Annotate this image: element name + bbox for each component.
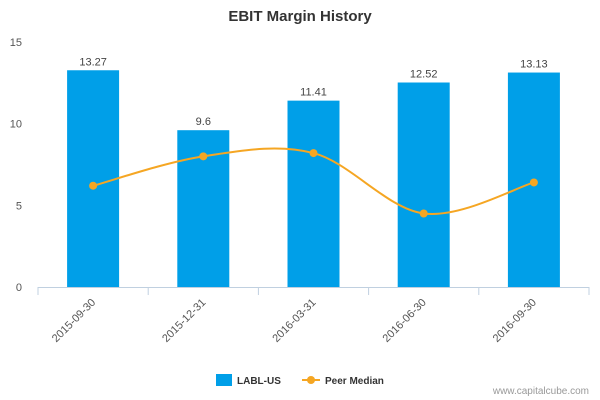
bar-2015-09-30[interactable]: [67, 70, 120, 287]
bar-2016-06-30[interactable]: [397, 82, 450, 287]
x-axis-ticks: 2015-09-30 2015-12-31 2016-03-31 2016-06-30…: [37, 287, 590, 345]
bar-value-label: 12.52: [410, 69, 438, 81]
peer-median-point-2016-09-30[interactable]: [529, 178, 538, 187]
y-tick-label: 15: [10, 37, 22, 49]
legend-label-peer-median: Peer Median: [325, 376, 384, 387]
legend-item-peer-median[interactable]: Peer Median: [302, 376, 384, 387]
legend-swatch-labl-us: [216, 374, 232, 386]
y-tick-label: 0: [16, 282, 22, 294]
y-axis-ticks: 0 5 10 15: [10, 37, 22, 294]
x-tick-label: 2016-03-31: [270, 297, 318, 345]
line-series-peer-median: [89, 147, 538, 218]
legend-item-labl-us[interactable]: LABL-US: [216, 374, 281, 387]
legend-label-labl-us: LABL-US: [237, 376, 281, 387]
bar-data-labels: 13.27 9.6 11.41 12.52 13.13: [79, 56, 547, 128]
credit-link[interactable]: www.capitalcube.com: [492, 386, 589, 397]
peer-median-point-2015-09-30[interactable]: [89, 181, 98, 190]
bar-value-label: 11.41: [300, 87, 327, 99]
x-tick-label: 2016-09-30: [491, 297, 539, 345]
chart-title: EBIT Margin History: [228, 8, 372, 25]
bar-series-labl-us: [67, 70, 560, 288]
bar-value-label: 13.13: [520, 59, 548, 71]
x-tick-label: 2016-06-30: [381, 297, 429, 345]
peer-median-point-2016-03-31[interactable]: [309, 149, 318, 158]
legend: LABL-US Peer Median: [216, 374, 384, 387]
legend-marker-peer-median: [307, 376, 315, 384]
bar-value-label: 9.6: [196, 116, 211, 128]
y-tick-label: 5: [16, 200, 22, 212]
peer-median-point-2016-06-30[interactable]: [419, 209, 428, 218]
bar-2016-03-31[interactable]: [287, 100, 340, 288]
x-tick-label: 2015-12-31: [160, 297, 208, 345]
x-tick-label: 2015-09-30: [50, 297, 98, 345]
y-tick-label: 10: [10, 119, 22, 131]
peer-median-point-2015-12-31[interactable]: [199, 152, 208, 161]
bar-value-label: 13.27: [79, 56, 107, 68]
